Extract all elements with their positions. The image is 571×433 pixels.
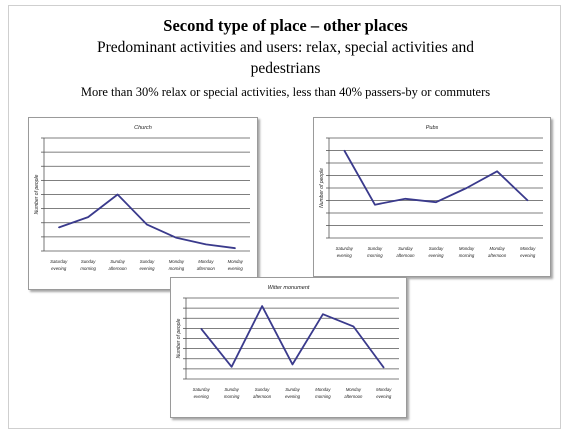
data-point	[322, 313, 324, 315]
y-axis-label: Number of people	[319, 168, 325, 208]
x-tick-label: morning	[169, 266, 185, 271]
chart-svg: Pubs Number of people Saturday evening Sunda…	[319, 125, 543, 258]
x-tick-label: Monday	[520, 246, 536, 251]
x-tick-label: evening	[139, 266, 155, 271]
chart-title: Church	[134, 125, 152, 131]
chart-title: Witter monument	[268, 285, 310, 291]
x-tick-label: evening	[194, 394, 210, 399]
x-tick-label: evening	[228, 266, 244, 271]
data-point	[261, 305, 263, 307]
x-tick-label: afternoon	[488, 253, 507, 258]
x-tick-label: Monday	[169, 259, 185, 264]
series-line	[58, 193, 236, 250]
x-tick-label: evening	[51, 266, 67, 271]
x-tick-label: Saturday	[193, 387, 211, 392]
slide-title: Second type of place – other places	[163, 16, 408, 35]
data-point	[146, 224, 148, 226]
x-tick-label: afternoon	[396, 253, 415, 258]
data-point	[374, 204, 376, 206]
data-point	[205, 243, 207, 246]
data-point	[343, 149, 345, 152]
chart-svg: Church Number of people Saturday evening Sun…	[34, 125, 250, 271]
data-point	[383, 367, 385, 369]
data-point	[352, 325, 354, 327]
data-point	[465, 187, 468, 189]
x-tick-label: evening	[520, 253, 536, 258]
series-line	[343, 150, 529, 206]
x-tick-label: Monday	[198, 259, 214, 264]
x-tick-label: Sunday	[429, 246, 444, 251]
x-tick-label: morning	[315, 394, 331, 399]
x-tick-label: evening	[376, 394, 392, 399]
data-point	[234, 247, 236, 249]
x-tick-label: morning	[80, 266, 96, 271]
x-tick-label: afternoon	[253, 394, 272, 399]
x-tick-label: Monday	[459, 246, 475, 251]
x-tick-label: afternoon	[108, 266, 127, 271]
data-point	[527, 199, 529, 202]
x-tick-label: Saturday	[336, 246, 354, 251]
x-tick-label: morning	[459, 253, 475, 258]
data-point	[435, 201, 437, 203]
x-tick-label: morning	[367, 253, 383, 258]
x-tick-label: evening	[285, 394, 301, 399]
data-point	[496, 170, 498, 172]
y-axis-label: Number of people	[176, 318, 182, 358]
slide-caption: More than 30% relax or special activitie…	[80, 85, 491, 99]
data-point	[231, 366, 233, 368]
data-point	[175, 237, 178, 239]
x-tick-label: Sunday	[368, 246, 383, 251]
data-point	[87, 216, 89, 218]
x-tick-label: Monday	[315, 387, 331, 392]
slide-subtitle: Predominant activities and users: relax,…	[96, 39, 475, 56]
x-tick-label: Sunday	[398, 246, 413, 251]
x-tick-label: Sunday	[140, 259, 155, 264]
witter-monument-chart: Witter monument Number of people Saturday e…	[170, 277, 407, 418]
x-tick-label: Sunday	[224, 387, 239, 392]
x-tick-label: Sunday	[285, 387, 300, 392]
pubs-chart: Pubs Number of people Saturday evening Sunda…	[313, 117, 551, 277]
slide-subtitle-continued: pedestrians	[250, 60, 321, 77]
data-point	[404, 198, 407, 200]
x-tick-label: morning	[224, 394, 240, 399]
y-axis-label: Number of people	[34, 174, 40, 214]
chart-title: Pubs	[426, 125, 439, 131]
data-point	[116, 193, 119, 196]
x-tick-label: evening	[337, 253, 353, 258]
chart-svg: Witter monument Number of people Saturday e…	[176, 285, 399, 399]
x-tick-label: Sunday	[255, 387, 270, 392]
data-point	[58, 226, 60, 229]
x-tick-label: Saturday	[50, 259, 68, 264]
x-tick-label: Sunday	[110, 259, 125, 264]
x-tick-label: Monday	[346, 387, 362, 392]
x-tick-label: Monday	[228, 259, 244, 264]
x-tick-label: afternoon	[197, 266, 216, 271]
x-tick-label: Sunday	[81, 259, 96, 264]
x-tick-label: Monday	[376, 387, 392, 392]
church-chart: Church Number of people Saturday evening Sun…	[28, 117, 258, 290]
data-point	[291, 363, 294, 366]
x-tick-label: afternoon	[344, 394, 363, 399]
x-tick-label: Monday	[489, 246, 505, 251]
data-point	[200, 328, 202, 330]
x-tick-label: evening	[428, 253, 444, 258]
